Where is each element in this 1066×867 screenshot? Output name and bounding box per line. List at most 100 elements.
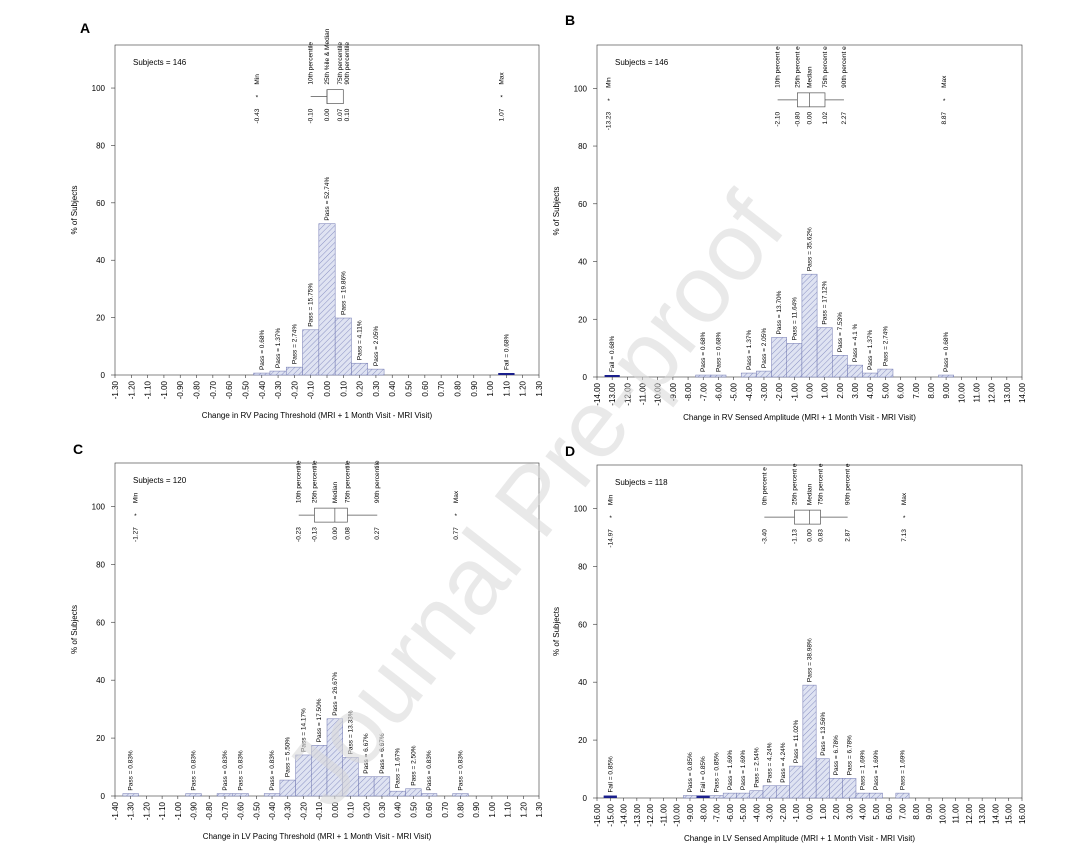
histogram-bar [722, 792, 737, 799]
x-tick-label: -4.00 [745, 382, 754, 401]
boxplot-stat-label: Max [498, 72, 505, 85]
bar-data-label: Fail = 0.85% [700, 756, 707, 793]
bar-data-label: Pass = 6.67% [363, 733, 370, 774]
x-tick-label: 11.00 [952, 803, 961, 823]
boxplot-stat-label: Median [332, 481, 339, 503]
boxplot-max-marker: * [500, 95, 503, 102]
histogram-bar [405, 788, 422, 797]
histogram-bar [122, 793, 139, 797]
x-tick-label: -9.00 [669, 382, 678, 401]
x-tick-label: -1.00 [174, 801, 183, 820]
y-axis-label: % of Subjects [70, 605, 79, 654]
x-axis-label: Change in RV Pacing Threshold (MRI + 1 M… [202, 411, 433, 420]
bar-data-label: Pass = 1.69% [860, 750, 867, 791]
x-tick-label: -14.00 [620, 803, 629, 826]
boxplot-summary: * * Min -13.23 10th percent e -2.10 25th perce… [606, 46, 948, 130]
x-tick-label: 3.00 [845, 803, 854, 819]
panel-c: C Subjects = 120 0 20 40 60 80 100 % of Subjects… [70, 441, 544, 841]
histogram-bar [420, 793, 438, 797]
x-tick-label: -0.50 [241, 380, 250, 399]
x-tick-label: -0.80 [205, 801, 214, 820]
x-tick-label: -0.80 [193, 380, 202, 399]
boxplot-stat-label: Min [132, 492, 139, 503]
y-tick-label: 80 [578, 142, 587, 151]
histogram-bar [683, 795, 697, 799]
y-tick-label: 100 [92, 502, 106, 511]
bar-data-label: Pass = 6.78% [833, 735, 840, 776]
x-axis-label: Change in LV Sensed Amplitude (MRI + 1 M… [684, 834, 915, 843]
y-tick-label: 0 [583, 373, 588, 382]
x-tick-label: -14.00 [593, 382, 602, 405]
y-axis-label: % of Subjects [70, 186, 79, 235]
x-tick-label: -2.00 [779, 803, 788, 822]
histogram-bar [351, 362, 369, 376]
histogram-bar [786, 343, 803, 378]
histogram-bar [285, 366, 303, 376]
x-tick-label: -12.00 [646, 803, 655, 826]
x-tick-label: -1.30 [127, 801, 136, 820]
bar-data-label: Pass = 1.37% [867, 330, 874, 371]
panel-letter: C [73, 441, 83, 457]
x-tick-label: -2.00 [775, 382, 784, 401]
histogram-bar [736, 792, 750, 799]
bar-data-label: Pass = 4.1 % [852, 323, 859, 362]
x-tick-label: -6.00 [714, 382, 723, 401]
boxplot-stat-value: 0.10 [344, 108, 351, 121]
x-tick-label: 15.00 [1005, 803, 1014, 824]
bar-data-label: Pass = 1.67% [395, 748, 402, 789]
x-tick-label: -0.70 [221, 801, 230, 820]
x-tick-label: 0.00 [806, 803, 815, 819]
x-tick-label: 0.30 [378, 801, 387, 817]
boxplot-stat-label: 25th percent e [791, 463, 798, 505]
bar-data-label: Pass = 15.75% [308, 283, 315, 327]
x-tick-label: 9.00 [925, 803, 934, 819]
boxplot-stat-label: Median [807, 66, 814, 88]
histogram-bar [771, 337, 787, 378]
histogram-bar [877, 368, 894, 378]
histogram-bar [801, 273, 818, 378]
boxplot-stat-label: 75th percentile [337, 42, 344, 85]
x-tick-label: -13.00 [633, 803, 642, 826]
bar-data-label: Pass = 13.33% [348, 710, 355, 754]
boxplot-stat-label: Min [254, 74, 261, 85]
histogram-bar [269, 370, 287, 376]
y-tick-label: 60 [578, 200, 587, 209]
bar-data-label: Pass = 2.05% [761, 328, 768, 369]
boxplot-stat-value: -1.27 [132, 527, 139, 542]
x-tick-label: 14.00 [991, 803, 1000, 824]
boxplot-box [314, 507, 348, 523]
x-tick-label: -16.00 [593, 803, 602, 826]
x-tick-label: 10.00 [957, 382, 966, 403]
bar-data-label: Fail = 0.85% [607, 756, 614, 793]
y-tick-label: 40 [96, 676, 105, 685]
panel-letter: A [80, 20, 90, 36]
x-tick-label: 1.00 [821, 382, 830, 398]
x-tick-label: -0.90 [190, 801, 199, 820]
x-tick-label: 5.00 [872, 803, 881, 819]
boxplot-stat-label: 0th percent e [761, 467, 768, 505]
bar-data-label: Pass = 0.68% [700, 332, 707, 373]
x-tick-label: 6.00 [885, 803, 894, 819]
histogram-bar [389, 790, 406, 797]
y-tick-label: 60 [578, 620, 587, 629]
histogram-bar [373, 776, 391, 797]
histogram-bar [829, 778, 843, 799]
histogram-bar [802, 684, 817, 799]
x-tick-label: -1.30 [111, 380, 120, 399]
x-tick-label: -0.20 [299, 801, 308, 820]
boxplot-stat-value: -1.13 [791, 529, 798, 544]
boxplot-stat-value: -0.23 [296, 527, 303, 542]
x-tick-label: -3.00 [766, 803, 775, 822]
bar-data-label: Pass = 0.83% [191, 750, 198, 791]
subjects-count: Subjects = 118 [615, 478, 668, 487]
x-tick-label: 0.70 [437, 380, 446, 396]
y-tick-label: 20 [96, 734, 105, 743]
histogram-bar [232, 793, 249, 797]
x-tick-label: -15.00 [606, 803, 615, 826]
bar-data-label: Pass = 0.83% [128, 750, 135, 791]
x-tick-label: -6.00 [726, 803, 735, 822]
x-tick-label: -1.40 [111, 801, 120, 820]
x-tick-label: 1.20 [519, 380, 528, 396]
x-tick-label: -8.00 [684, 382, 693, 401]
x-tick-label: -7.00 [713, 803, 722, 822]
